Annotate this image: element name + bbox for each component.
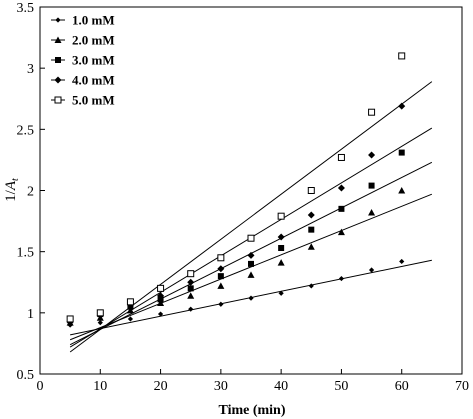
data-point-series-3 [248,260,254,267]
data-point-series-2 [157,299,165,307]
data-point-series-1 [308,283,314,289]
legend-label: 4.0 mM [72,73,115,88]
x-axis-title: Time (min) [218,403,285,418]
data-point-series-2 [368,209,376,216]
data-point-series-4 [368,151,376,159]
legend-label: 1.0 mM [72,13,115,28]
data-point-series-4 [337,184,345,192]
data-point-series-2 [126,306,134,314]
axis-ticks: 0 10 20 30 40 50 60 70 0.5 1 1.5 2 2.5 3 3.5 [17,1,470,394]
data-point-series-5 [157,284,165,292]
data-point-series-2 [187,292,195,299]
data-point-series-5 [96,309,104,317]
y-tick-label: 2.5 [17,123,35,138]
data-point-series-3 [278,244,285,251]
data-point-series-4 [398,102,406,110]
data-point-series-3 [338,205,345,212]
y-tick-label: 3 [27,62,34,77]
y-axis-title-var: A [3,180,19,191]
x-tick-label: 20 [154,379,168,394]
data-point-series-5 [277,212,285,220]
data-point-series-3 [187,285,194,292]
x-tick-label: 60 [395,379,409,394]
data-point-series-1 [218,301,224,307]
data-point-series-2 [217,282,225,289]
data-point-series-5 [307,187,315,194]
y-tick-label: 3.5 [17,1,35,16]
data-point-series-5 [398,52,406,60]
data-point-series-3 [308,226,315,233]
data-point-series-1 [248,295,254,301]
data-point-series-4 [217,265,225,273]
data-point-series-1 [368,267,375,273]
legend-marker [54,36,62,43]
legend-marker [54,96,62,104]
data-point-series-5 [368,108,376,116]
data-point-series-2 [247,271,255,278]
legend-marker [55,57,61,63]
data-point-series-5 [66,315,74,323]
legend-marker [54,76,62,84]
data-point-series-2 [398,187,406,194]
data-point-series-1 [188,306,194,312]
data-point-series-2 [337,228,345,236]
data-point-series-1 [338,275,345,282]
data-point-series-5 [126,298,134,306]
x-tick-label: 50 [334,379,348,394]
x-tick-label: 40 [274,379,288,394]
data-point-series-3 [217,273,224,280]
fit-line-2 [69,193,433,341]
data-point-series-3 [398,149,405,156]
x-tick-label: 70 [455,379,469,394]
x-tick-label: 0 [37,379,44,394]
data-points [66,52,406,328]
data-point-series-4 [157,292,165,300]
legend: 1.0 mM 2.0 mM 3.0 mM 4.0 mM 5.0 mM [51,13,115,108]
data-point-series-5 [217,254,225,262]
y-tick-label: 0.5 [17,368,35,383]
data-point-series-3 [368,182,375,189]
legend-label: 2.0 mM [72,33,115,48]
legend-label: 5.0 mM [72,93,115,108]
data-point-series-4 [247,251,255,259]
fit-lines [69,81,433,353]
data-point-series-4 [307,211,315,219]
data-point-series-1 [399,258,405,265]
x-tick-label: 30 [214,379,228,394]
data-point-series-2 [277,259,285,266]
y-tick-label: 1.5 [17,246,35,261]
data-point-series-3 [157,296,164,303]
data-point-series-5 [337,153,345,161]
data-point-series-4 [277,233,285,241]
legend-marker [55,17,61,23]
data-point-series-5 [187,270,195,278]
y-axis-title-sub: t [10,178,21,181]
data-point-series-5 [247,234,255,242]
data-point-series-1 [157,311,164,317]
data-point-series-2 [307,243,315,250]
data-point-series-1 [97,320,103,326]
y-tick-label: 1 [27,307,34,322]
x-tick-label: 10 [93,379,107,394]
legend-label: 3.0 mM [72,53,115,68]
y-tick-label: 2 [27,185,34,200]
fit-line-5 [69,81,433,353]
data-point-series-1 [278,290,284,296]
y-axis-title: 1/At [3,178,21,202]
data-point-series-4 [187,278,195,286]
data-point-series-1 [127,316,134,322]
y-axis-title-main: 1/ [3,189,19,202]
